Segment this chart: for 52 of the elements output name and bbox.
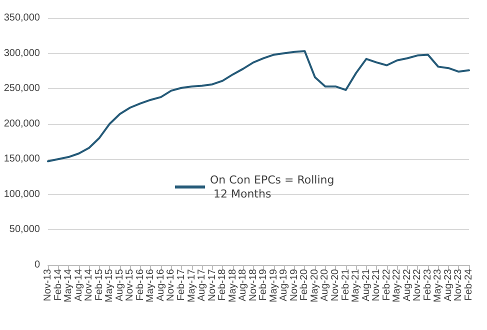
x-tick-label: May-15 [104, 268, 116, 302]
x-tick-label: Feb-22 [381, 268, 392, 301]
x-tick-label: Aug-18 [238, 268, 249, 302]
x-tick-label: Aug-16 [155, 268, 166, 302]
x-tick-label: May-17 [186, 268, 198, 302]
x-tick-label: May-19 [268, 268, 280, 302]
x-tick-label: May-21 [350, 268, 362, 302]
x-tick-label: Feb-17 [176, 268, 187, 301]
y-tick-label: 300,000 [4, 48, 40, 59]
x-tick-label: Nov-21 [371, 268, 382, 302]
line-series [47, 50, 470, 162]
legend-label: On Con EPCs = Rolling 12 Months [210, 174, 334, 200]
x-tick-label: Feb-14 [52, 268, 64, 301]
x-tick-label: May-16 [145, 268, 156, 302]
y-tick-label: 0 [34, 260, 40, 270]
x-tick-label: Nov-18 [248, 268, 259, 302]
x-tick-label: May-22 [392, 268, 403, 302]
x-tick-label: Aug-21 [360, 268, 372, 302]
x-tick-label: Nov-22 [412, 268, 424, 302]
x-tick-label: Nov-20 [330, 268, 342, 302]
x-tick-label: Feb-21 [340, 268, 352, 301]
x-tick-label: Feb-18 [217, 268, 228, 301]
x-tick-label: Nov-17 [206, 268, 218, 302]
x-tick-label: Feb-24 [464, 268, 474, 301]
x-tick-label: Nov-23 [453, 268, 464, 302]
x-tick-label: May-20 [309, 268, 320, 302]
x-tick-label: Nov-15 [124, 268, 136, 302]
y-tick-label: 150,000 [4, 154, 40, 165]
x-tick-label: Feb-19 [258, 268, 270, 301]
x-tick-label: Nov-13 [42, 268, 54, 302]
x-tick-label: Feb-23 [422, 268, 434, 301]
x-tick-label: Feb-20 [299, 268, 310, 301]
y-tick-label: 50,000 [9, 224, 40, 236]
x-tick-label: Nov-16 [166, 268, 177, 302]
x-tick-label: May-23 [432, 268, 444, 302]
x-tick-label: Aug-14 [73, 268, 84, 302]
x-tick-label: Aug-20 [320, 268, 331, 302]
y-tick-label: 250,000 [4, 83, 40, 94]
x-tick-label: May-14 [63, 268, 74, 302]
y-tick-label: 200,000 [4, 118, 40, 130]
x-tick-label: Aug-15 [114, 268, 126, 302]
x-tick-label: Feb-16 [134, 268, 146, 301]
x-tick-label: May-18 [227, 268, 238, 302]
x-tick-label: Nov-14 [84, 268, 95, 302]
y-tick-label: 100,000 [4, 188, 40, 200]
x-tick-label: Aug-19 [278, 268, 290, 302]
x-tick-label: Nov-19 [288, 268, 300, 302]
x-tick-label: Aug-23 [442, 268, 454, 302]
x-tick-label: Aug-17 [196, 268, 208, 302]
y-tick-label: 350,000 [4, 12, 40, 24]
x-tick-label: Feb-15 [94, 268, 105, 301]
x-tick-label: Aug-22 [402, 268, 413, 302]
